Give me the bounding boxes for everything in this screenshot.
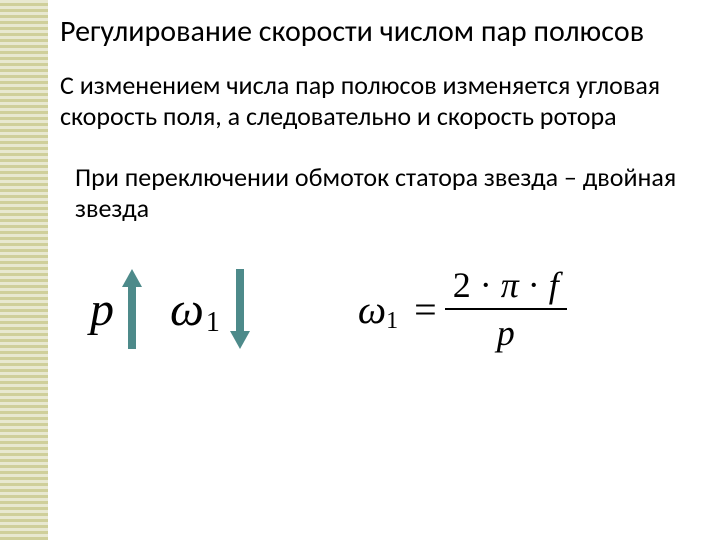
formula-omega1: ω 1 = 2 · π · f p — [358, 264, 567, 354]
formula-fraction: 2 · π · f p — [445, 264, 567, 354]
symbol-omega: ω — [170, 282, 204, 337]
num-two-dot: 2 · — [453, 265, 501, 305]
decorative-left-stripe — [0, 0, 48, 540]
symbol-p: p — [90, 282, 114, 337]
num-pi: π — [501, 265, 519, 305]
up-arrow-icon — [124, 269, 140, 349]
symbol-omega-subscript: 1 — [206, 307, 220, 339]
formula-denominator: p — [497, 310, 515, 354]
formula-equals: = — [414, 286, 437, 333]
slide-title: Регулирование скорости числом пар полюсо… — [60, 15, 700, 50]
formula-lhs-omega: ω — [358, 286, 386, 333]
formula-lhs-subscript: 1 — [386, 308, 398, 335]
paragraph-1: С изменением числа пар полюсов изменяетс… — [60, 70, 700, 132]
num-f: f — [549, 265, 559, 305]
paragraph-2: При переключении обмоток статора звезда … — [75, 162, 700, 224]
formula-numerator: 2 · π · f — [445, 264, 567, 308]
slide-content: Регулирование скорости числом пар полюсо… — [60, 15, 700, 354]
math-row: p ω 1 ω 1 = 2 · π · f p — [90, 264, 700, 354]
down-arrow-icon — [232, 269, 248, 349]
num-dot: · — [519, 265, 549, 305]
